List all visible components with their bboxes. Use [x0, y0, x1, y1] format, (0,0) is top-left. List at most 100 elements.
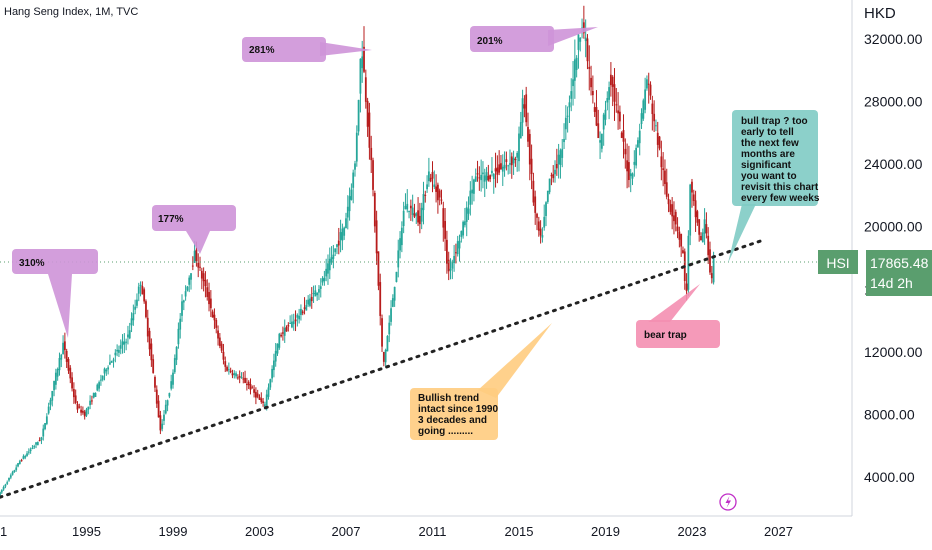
candle-body	[507, 165, 510, 167]
candle-body	[11, 471, 14, 475]
candle-body	[289, 322, 292, 324]
candle-body	[554, 169, 556, 175]
callout-text: the next few	[741, 138, 799, 149]
price-tag-countdown: 14d 2h	[870, 275, 913, 291]
candle-body	[350, 189, 353, 200]
candle-body	[555, 164, 558, 169]
candle-body	[231, 373, 234, 376]
candle-body	[85, 409, 88, 416]
candle-body	[669, 204, 672, 212]
candle-body	[218, 337, 221, 346]
candle-body	[584, 37, 587, 42]
candle-body	[631, 173, 634, 179]
candle-body	[15, 467, 18, 471]
candle-body	[429, 177, 432, 182]
candle-body	[399, 238, 401, 251]
candle-body	[327, 263, 329, 274]
candle-body	[348, 196, 351, 212]
candle-body	[337, 240, 340, 246]
candle-body	[510, 156, 513, 166]
candle-body	[346, 206, 349, 218]
candle-body	[431, 171, 434, 179]
candle-body	[568, 102, 571, 108]
callout-pointer	[548, 27, 598, 46]
annotation-callout[interactable]: 281%	[242, 37, 372, 62]
candle-body	[656, 132, 659, 145]
candle-body	[595, 107, 598, 126]
candle-body	[249, 384, 252, 390]
candle-body	[291, 321, 293, 328]
candle-body	[525, 94, 528, 123]
candle-body	[220, 343, 223, 351]
candle-body	[561, 148, 564, 158]
candle-body	[671, 204, 674, 217]
candle-body	[251, 387, 254, 389]
candle-body	[258, 397, 261, 400]
candle-body	[323, 277, 326, 282]
candle-body	[548, 178, 551, 193]
candle-body	[388, 322, 391, 335]
annotation-callout[interactable]: 310%	[12, 249, 98, 338]
candle-body	[427, 171, 430, 182]
candle-body	[334, 248, 337, 253]
candle-body	[233, 373, 236, 376]
x-tick-label: 2003	[245, 524, 274, 539]
candle-body	[202, 273, 205, 282]
annotation-callout[interactable]: bear trap	[636, 284, 720, 348]
candle-body	[276, 343, 279, 354]
candle-body	[543, 216, 546, 228]
candle-body	[464, 221, 466, 226]
candle-body	[600, 133, 603, 149]
candle-body	[559, 150, 562, 166]
annotation-callout[interactable]: 201%	[470, 26, 598, 52]
candle-body	[172, 372, 174, 385]
callout-text: you want to	[741, 171, 797, 182]
candle-body	[273, 360, 275, 371]
y-tick-label: 4000.00	[864, 469, 915, 485]
callout-box	[410, 388, 498, 440]
candle-body	[132, 313, 135, 321]
candle-body	[235, 373, 237, 377]
x-tick-label: 1995	[72, 524, 101, 539]
candle-body	[121, 341, 124, 346]
candle-body	[35, 442, 37, 445]
candle-body	[442, 208, 445, 228]
candle-body	[56, 369, 59, 377]
candle-body	[458, 240, 461, 249]
candle-body	[608, 87, 610, 100]
candle-body	[157, 400, 160, 418]
candle-body	[692, 194, 695, 202]
candle-body	[296, 314, 299, 318]
candle-body	[206, 287, 209, 297]
candle-body	[145, 301, 147, 318]
candle-body	[368, 112, 371, 148]
callout-text: revisit this chart	[741, 182, 819, 193]
candle-body	[244, 377, 246, 383]
candle-body	[282, 332, 284, 334]
annotation-callout[interactable]: 177%	[152, 205, 236, 254]
candle-body	[413, 213, 416, 217]
candle-body	[422, 194, 425, 211]
candle-body	[357, 99, 360, 132]
candle-body	[287, 324, 290, 327]
x-axis[interactable]: 91 1995 1999 2003 2007 2011 2015 2019 2023 2027	[0, 524, 793, 539]
candle-body	[42, 428, 45, 437]
candle-body	[127, 334, 129, 338]
callout-text: early to tell	[741, 127, 794, 138]
event-marker[interactable]	[719, 493, 737, 511]
candle-body	[402, 210, 405, 227]
candle-body	[613, 84, 616, 102]
candle-body	[415, 213, 418, 216]
candle-body	[494, 168, 497, 172]
candle-body	[417, 210, 419, 223]
candle-body	[590, 77, 592, 88]
candle-body	[114, 352, 117, 356]
candle-body	[662, 168, 665, 170]
candle-body	[278, 333, 281, 348]
callout-text: 3 decades and	[418, 415, 487, 426]
candle-body	[453, 255, 456, 264]
candle-body	[26, 453, 28, 456]
